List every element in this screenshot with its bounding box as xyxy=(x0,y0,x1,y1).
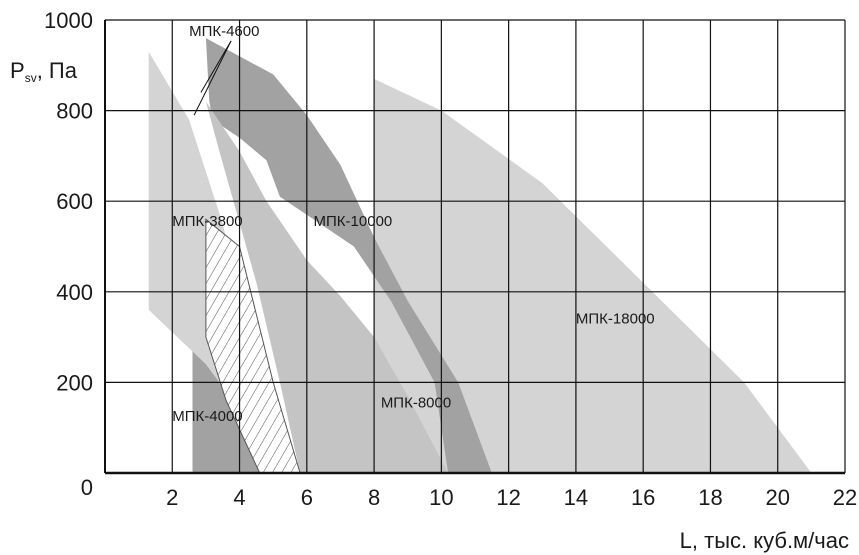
region-label-мпк-8000: МПК-8000 xyxy=(381,394,451,411)
region-label-мпк-3800: МПК-3800 xyxy=(172,213,242,230)
region-label-мпк-4000: МПК-4000 xyxy=(172,408,242,425)
y-tick-label-200: 200 xyxy=(56,370,93,395)
x-tick-label-16: 16 xyxy=(631,485,655,510)
region-label-мпк-4600: МПК-4600 xyxy=(189,23,259,40)
x-tick-label-12: 12 xyxy=(496,485,520,510)
y-axis-title-subscript: sv xyxy=(25,71,37,85)
region-мпк-10000 xyxy=(205,38,492,473)
x-tick-label-14: 14 xyxy=(564,485,588,510)
y-axis-title-main: P xyxy=(10,58,25,83)
y-tick-label-1000: 1000 xyxy=(44,8,93,33)
x-tick-label-20: 20 xyxy=(765,485,789,510)
region-labels-layer: МПК-18000 МПК-10000 МПК-8000 МПК-4000 МПК-38… xyxy=(172,23,654,425)
y-tick-label-600: 600 xyxy=(56,189,93,214)
leader-line-мпк-4600-1 xyxy=(193,40,232,116)
y-tick-label-800: 800 xyxy=(56,99,93,124)
x-tick-label-22: 22 xyxy=(833,485,857,510)
x-axis-title: L, тыс. куб.м/час xyxy=(680,528,849,553)
y-tick-label-0: 0 xyxy=(81,475,93,500)
x-tick-label-4: 4 xyxy=(233,485,245,510)
region-мпк-18000 xyxy=(374,78,812,474)
regions-layer xyxy=(148,38,812,474)
y-tick-label-400: 400 xyxy=(56,280,93,305)
leader-line-мпк-4600-0 xyxy=(200,40,232,93)
x-tick-label-8: 8 xyxy=(368,485,380,510)
y-axis-title: Psv, Па xyxy=(10,58,78,85)
region-label-мпк-10000: МПК-10000 xyxy=(314,213,393,230)
x-tick-label-18: 18 xyxy=(698,485,722,510)
y-axis-title-suffix: , Па xyxy=(37,58,78,83)
x-tick-label-10: 10 xyxy=(429,485,453,510)
x-tick-label-6: 6 xyxy=(301,485,313,510)
region-мпк-8000 xyxy=(205,101,449,473)
grid-layer xyxy=(104,19,846,475)
x-tick-label-2: 2 xyxy=(166,485,178,510)
region-label-мпк-18000: МПК-18000 xyxy=(576,311,655,328)
tick-labels-layer: 2 4 6 8 10 12 14 16 18 20 22 0 200 400 600 800 1000 xyxy=(44,8,857,510)
